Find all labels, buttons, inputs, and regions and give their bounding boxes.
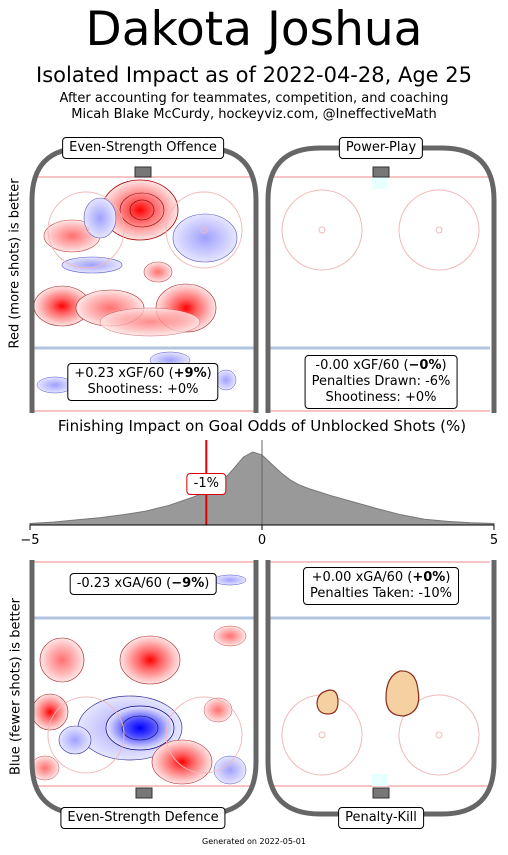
ylabel-top: Red (more shots) is better: [7, 178, 23, 349]
pk-xga: +0.00 xGA/60 (+0%): [311, 570, 451, 585]
pp-info: -0.00 xGF/60 (−0%) Penalties Drawn: -6% …: [304, 355, 458, 409]
ev-offence-shootiness: Shootiness: +0%: [87, 382, 199, 397]
ev-defence-xga: -0.23 xGA/60 (−9%): [76, 576, 210, 591]
pk-blob-left: [316, 689, 339, 715]
footer-generated: Generated on 2022-05-01: [202, 837, 306, 846]
ev-defence-rink: [29, 560, 259, 817]
pp-penalties-drawn: Penalties Drawn: -6%: [311, 374, 451, 389]
x-tick-label: −5: [20, 533, 39, 548]
x-tick-label: 5: [490, 533, 498, 548]
pp-shootiness: Shootiness: +0%: [325, 390, 437, 405]
player-title: Dakota Joshua: [85, 2, 423, 57]
x-tick-label: 0: [258, 533, 266, 548]
pk-rink: [265, 560, 497, 817]
pk-penalties-taken: Penalties Taken: -10%: [310, 586, 452, 601]
ev-defence-title: Even-Strength Defence: [60, 807, 226, 829]
ylabel-bottom: Blue (fewer shots) is better: [8, 598, 24, 775]
ev-offence-info: +0.23 xGF/60 (+9%) Shootiness: +0%: [67, 363, 219, 401]
density-chart-title: Finishing Impact on Goal Odds of Unblock…: [57, 417, 467, 435]
note-line-2: Micah Blake McCurdy, hockeyviz.com, @Ine…: [71, 107, 437, 122]
subtitle: Isolated Impact as of 2022-04-28, Age 25: [36, 63, 472, 87]
finishing-density-chart: −5 0 5: [20, 440, 498, 548]
ev-defence-heatmap: [32, 574, 247, 785]
note-line-1: After accounting for teammates, competit…: [59, 91, 449, 106]
finishing-marker-label: -1%: [186, 473, 226, 495]
ev-offence-heatmap: [33, 179, 238, 394]
pp-xgf: -0.00 xGF/60 (−0%): [315, 358, 447, 373]
ev-offence-xgf: +0.23 xGF/60 (+9%): [74, 366, 212, 381]
ev-offence-title: Even-Strength Offence: [62, 137, 224, 159]
ev-defence-info: -0.23 xGA/60 (−9%): [69, 573, 217, 595]
pk-info: +0.00 xGA/60 (+0%) Penalties Taken: -10%: [303, 567, 459, 605]
pk-blob-right: [385, 670, 420, 717]
pk-title: Penalty-Kill: [338, 807, 424, 829]
pp-title: Power-Play: [338, 137, 424, 159]
